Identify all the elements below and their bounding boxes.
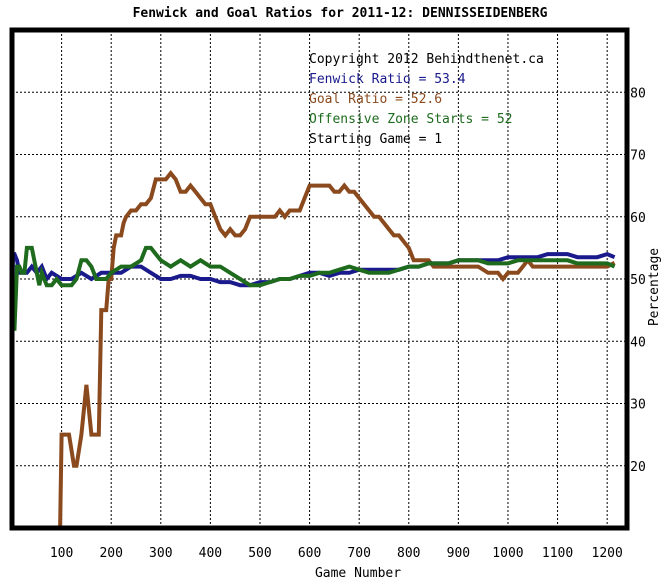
annotation-line: Offensive Zone Starts = 52 <box>309 112 513 127</box>
x-tick-label: 1100 <box>542 546 573 561</box>
annotation-line: Fenwick Ratio = 53.4 <box>309 72 466 87</box>
x-tick-label: 900 <box>447 546 470 561</box>
y-tick-label: 50 <box>630 273 646 288</box>
series-line-goal-ratio <box>58 169 616 529</box>
x-tick-label: 200 <box>99 546 122 561</box>
x-tick-label: 400 <box>199 546 222 561</box>
x-tick-labels: 100 200 300 400 500 600 700 800 900 1000 1100 1200 <box>50 546 623 561</box>
x-tick-label: 100 <box>50 546 73 561</box>
annotation-line: Goal Ratio = 52.6 <box>309 92 442 107</box>
y-tick-label: 40 <box>630 335 646 350</box>
x-axis-label: Game Number <box>315 566 401 580</box>
y-tick-label: 30 <box>630 398 646 413</box>
annotations: Copyright 2012 Behindthenet.ca Fenwick Ra… <box>309 52 544 147</box>
series-line-offensive-zone-starts <box>12 245 616 331</box>
annotation-line: Copyright 2012 Behindthenet.ca <box>309 52 544 67</box>
y-tick-label: 80 <box>630 86 646 101</box>
y-tick-label: 70 <box>630 149 646 164</box>
x-tick-label: 600 <box>298 546 321 561</box>
chart-title: Fenwick and Goal Ratios for 2011-12: DEN… <box>133 6 548 21</box>
y-axis-label: Percentage <box>647 248 662 326</box>
x-tick-label: 800 <box>397 546 420 561</box>
y-tick-labels: 20 30 40 50 60 70 80 <box>630 86 646 475</box>
series-layer <box>10 169 616 529</box>
x-tick-label: 1200 <box>592 546 623 561</box>
x-tick-label: 1000 <box>492 546 523 561</box>
annotation-line: Starting Game = 1 <box>309 132 442 147</box>
x-tick-label: 300 <box>149 546 172 561</box>
plot-frame <box>9 27 630 531</box>
x-tick-label: 500 <box>248 546 271 561</box>
y-tick-label: 60 <box>630 211 646 226</box>
y-tick-label: 20 <box>630 460 646 475</box>
x-tick-label: 700 <box>347 546 370 561</box>
